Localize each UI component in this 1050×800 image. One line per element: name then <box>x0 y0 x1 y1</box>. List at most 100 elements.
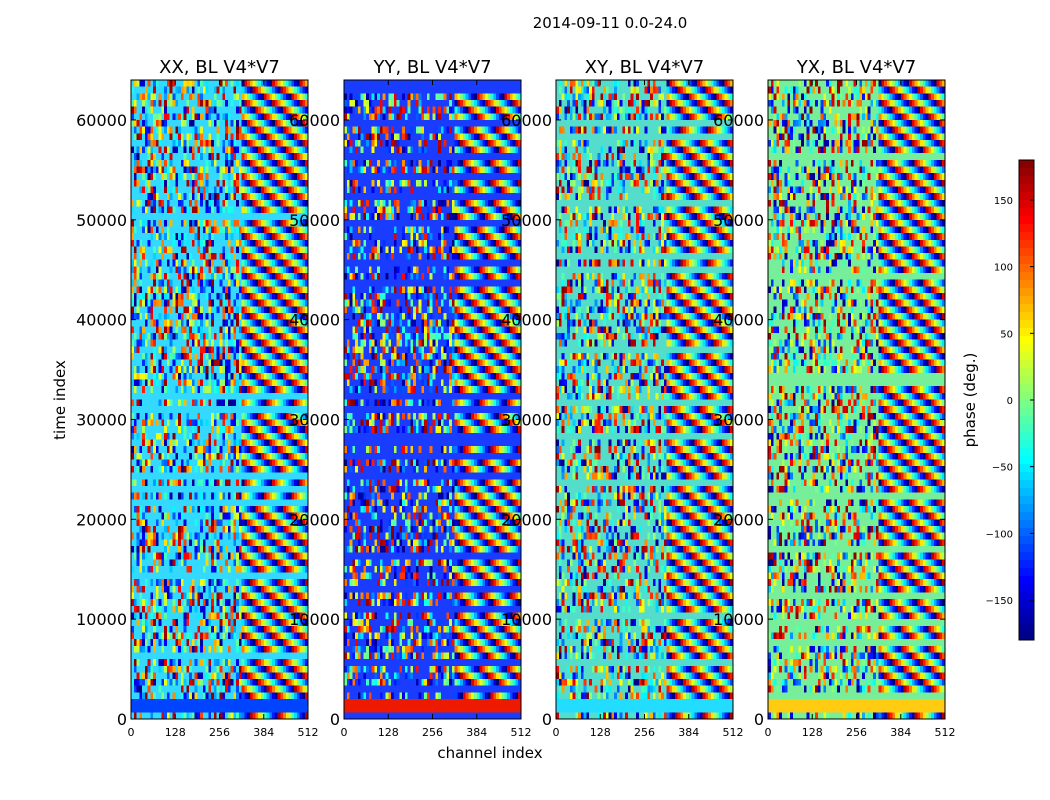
phase-cell <box>178 146 182 154</box>
phase-cell <box>241 592 245 600</box>
phase-cell <box>272 166 276 174</box>
phase-cell <box>169 359 173 367</box>
phase-cell <box>241 399 245 407</box>
phase-cell <box>191 379 196 387</box>
phase-cell <box>172 239 176 247</box>
phase-cell <box>272 80 276 88</box>
phase-cell <box>294 419 298 427</box>
phase-cell <box>302 539 306 547</box>
phase-cell <box>227 126 231 134</box>
phase-cell <box>161 279 165 287</box>
phase-cell <box>236 512 240 520</box>
phase-cell <box>194 472 198 480</box>
phase-cell <box>230 213 234 221</box>
phase-cell <box>211 153 215 161</box>
phase-cell <box>285 366 290 374</box>
phase-cell <box>172 459 176 467</box>
phase-cell <box>161 113 165 121</box>
phase-cell <box>299 306 303 314</box>
phase-cell <box>285 585 290 593</box>
phase-cell <box>255 579 259 587</box>
phase-cell <box>288 486 292 494</box>
phase-cell <box>302 173 306 181</box>
phase-cell <box>136 572 140 580</box>
phase-cell <box>136 379 140 387</box>
phase-cell <box>296 506 301 514</box>
phase-cell <box>142 439 146 447</box>
phase-cell <box>142 106 146 114</box>
phase-cell <box>263 286 267 294</box>
phase-cell <box>302 213 306 221</box>
phase-cell <box>238 332 243 340</box>
phase-cell <box>269 372 273 380</box>
phase-cell <box>142 592 146 600</box>
phase-cell <box>194 579 198 587</box>
phase-cell <box>233 233 237 241</box>
phase-cell <box>216 253 220 261</box>
phase-cell <box>247 479 251 487</box>
phase-cell <box>144 193 148 201</box>
phase-cell <box>296 146 301 154</box>
phase-cell <box>299 273 303 281</box>
phase-cell <box>164 146 168 154</box>
phase-cell <box>164 572 168 580</box>
phase-cell <box>280 545 284 553</box>
phase-cell <box>236 186 240 194</box>
phase-cell <box>169 119 173 127</box>
phase-cell <box>189 259 193 267</box>
phase-cell <box>136 406 140 414</box>
phase-cell <box>213 219 218 227</box>
phase-cell <box>294 319 298 327</box>
phase-cell <box>158 539 162 547</box>
phase-cell <box>288 379 292 387</box>
phase-cell <box>180 306 184 314</box>
phase-cell <box>247 492 251 500</box>
phase-cell <box>305 80 309 88</box>
phase-cell <box>139 412 143 420</box>
phase-cell <box>288 80 292 88</box>
phase-cell <box>153 359 157 367</box>
phase-cell <box>288 432 292 440</box>
phase-cell <box>274 466 278 474</box>
phase-cell <box>294 439 298 447</box>
phase-cell <box>294 372 298 380</box>
phase-cell <box>158 439 162 447</box>
phase-cell <box>274 372 278 380</box>
phase-cell <box>266 233 270 241</box>
phase-cell <box>197 246 201 254</box>
phase-cell <box>175 446 179 454</box>
phase-cell <box>294 452 298 460</box>
phase-cell <box>238 139 243 147</box>
phase-cell <box>158 486 162 494</box>
phase-cell <box>153 213 157 221</box>
phase-cell <box>227 139 231 147</box>
phase-cell <box>291 133 295 141</box>
phase-cell <box>236 545 240 553</box>
phase-cell <box>172 286 176 294</box>
phase-cell <box>147 273 151 281</box>
phase-cell <box>274 99 278 108</box>
phase-cell <box>166 113 171 121</box>
phase-cell <box>269 426 273 434</box>
phase-cell <box>241 226 245 234</box>
phase-cell <box>247 545 251 553</box>
phase-cell <box>274 293 278 301</box>
phase-cell <box>227 499 231 507</box>
phase-cell <box>244 532 248 540</box>
phase-cell <box>285 419 290 427</box>
phase-cell <box>189 532 193 540</box>
phase-cell <box>241 525 245 534</box>
phase-cell <box>241 346 245 354</box>
phase-cell <box>169 459 173 467</box>
phase-cell <box>147 93 151 101</box>
phase-cell <box>202 226 207 234</box>
phase-cell <box>208 126 212 134</box>
phase-cell <box>263 86 267 94</box>
phase-cell <box>202 512 207 520</box>
phase-cell <box>155 306 160 314</box>
phase-cell <box>296 80 301 88</box>
phase-cell <box>158 319 162 327</box>
phase-cell <box>205 226 209 234</box>
phase-cell <box>205 399 209 407</box>
phase-cell <box>133 306 137 314</box>
